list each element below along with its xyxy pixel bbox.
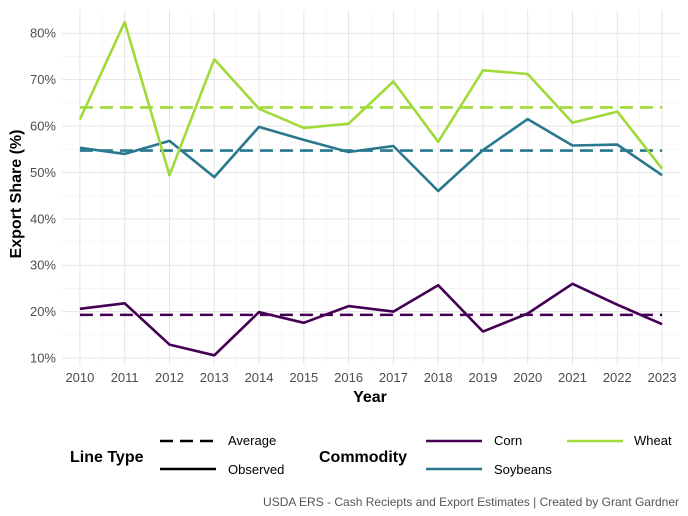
- x-axis-ticks: 2010 2011 2012 2013 2014 2015 2016 2017 2018 2019…: [65, 370, 676, 385]
- x-tick-label: 2023: [648, 370, 677, 385]
- observed-line-wheat: [78, 20, 664, 177]
- legend-title-commodity: Commodity: [319, 449, 407, 466]
- y-tick-label: 30%: [30, 258, 56, 273]
- y-tick-label: 70%: [30, 72, 56, 87]
- legend-label-average: Average: [228, 433, 276, 448]
- grid-lines: [62, 10, 680, 365]
- x-tick-label: 2012: [155, 370, 184, 385]
- x-tick-label: 2017: [379, 370, 408, 385]
- average-lines: [79, 106, 663, 317]
- x-axis-title: Year: [353, 389, 387, 406]
- x-tick-label: 2020: [513, 370, 542, 385]
- observed-line-corn: [79, 282, 663, 357]
- x-tick-label: 2015: [289, 370, 318, 385]
- x-tick-label: 2010: [65, 370, 94, 385]
- x-tick-label: 2018: [424, 370, 453, 385]
- y-tick-label: 80%: [30, 26, 56, 41]
- y-axis-title: Export Share (%): [8, 130, 25, 259]
- observed-lines: [78, 20, 664, 357]
- y-tick-label: 10%: [30, 351, 56, 366]
- x-tick-label: 2011: [111, 370, 139, 385]
- y-tick-label: 20%: [30, 304, 56, 319]
- x-tick-label: 2016: [334, 370, 363, 385]
- chart-caption: USDA ERS - Cash Reciepts and Export Esti…: [263, 495, 679, 509]
- legend-label-observed: Observed: [228, 462, 284, 477]
- x-tick-label: 2021: [558, 370, 587, 385]
- x-tick-label: 2022: [603, 370, 632, 385]
- y-tick-label: 40%: [30, 211, 56, 226]
- x-tick-label: 2019: [468, 370, 497, 385]
- legend-title-line-type: Line Type: [70, 449, 144, 466]
- x-tick-label: 2013: [200, 370, 229, 385]
- legend-label-corn: Corn: [494, 433, 522, 448]
- legend-label-wheat: Wheat: [634, 433, 672, 448]
- x-tick-label: 2014: [245, 370, 274, 385]
- observed-line-soybeans: [79, 117, 663, 193]
- y-axis-ticks: 10% 20% 30% 40% 50% 60% 70% 80%: [30, 26, 56, 366]
- legend-label-soybeans: Soybeans: [494, 462, 552, 477]
- legend: Line Type Average Observed Commodity Cor…: [70, 433, 672, 477]
- y-tick-label: 50%: [30, 165, 56, 180]
- y-tick-label: 60%: [30, 119, 56, 134]
